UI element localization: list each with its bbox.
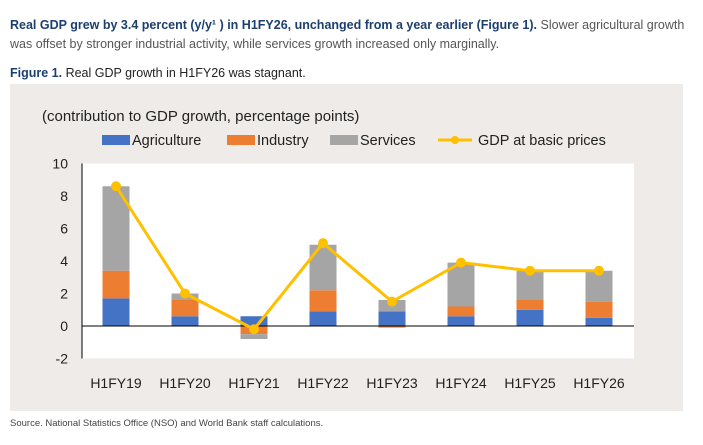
chart-panel: (contribution to GDP growth, percentage … (10, 84, 683, 411)
x-tick-label: H1FY25 (504, 375, 556, 391)
x-tick-label: H1FY26 (573, 375, 625, 391)
bar-industry-H1FY23 (378, 326, 406, 328)
x-tick-label: H1FY22 (297, 375, 349, 391)
lead-bold: Real GDP grew by 3.4 percent (y/y¹ ) in … (10, 18, 538, 32)
legend-label-2: Services (360, 133, 416, 149)
y-tick-label: -2 (56, 351, 69, 367)
bar-industry-H1FY22 (309, 290, 337, 312)
y-tick-label: 6 (60, 221, 68, 237)
x-tick-label: H1FY24 (435, 375, 487, 391)
legend-swatch-2 (330, 135, 358, 145)
lead-rest: Slower agricultural growth was offset by… (10, 18, 685, 51)
bar-industry-H1FY19 (102, 270, 130, 299)
bar-services-H1FY26 (585, 270, 613, 302)
gdp-point-H1FY20 (180, 288, 190, 299)
figure-label: Figure 1. (10, 66, 63, 80)
y-tick-label: 4 (60, 253, 68, 269)
bar-agriculture-H1FY25 (516, 309, 544, 326)
y-tick-label: 2 (60, 286, 68, 302)
gdp-point-H1FY21 (249, 324, 259, 335)
legend-swatch-0 (102, 135, 130, 145)
gdp-point-H1FY19 (111, 181, 121, 192)
legend-label-1: Industry (257, 133, 309, 149)
legend-swatch-1 (227, 135, 255, 145)
bar-services-H1FY24 (447, 262, 475, 307)
gdp-point-H1FY24 (456, 257, 466, 268)
bar-industry-H1FY25 (516, 300, 544, 310)
bar-services-H1FY21 (240, 334, 268, 339)
bar-agriculture-H1FY20 (171, 316, 199, 326)
gdp-line (114, 185, 599, 331)
chart: (contribution to GDP growth, percentage … (42, 108, 634, 391)
bar-agriculture-H1FY23 (378, 311, 406, 326)
gdp-point-H1FY22 (318, 238, 328, 249)
bar-industry-H1FY24 (447, 306, 475, 317)
bar-industry-H1FY26 (585, 301, 613, 318)
source-note: Source. National Statistics Office (NSO)… (10, 418, 324, 429)
bar-agriculture-H1FY19 (102, 298, 130, 326)
x-tick-label: H1FY21 (228, 375, 280, 391)
y-tick-label: 10 (52, 156, 68, 172)
x-tick-label: H1FY19 (90, 375, 142, 391)
gdp-point-H1FY23 (387, 296, 397, 307)
figure-title: Real GDP growth in H1FY26 was stagnant. (62, 66, 306, 80)
bar-industry-H1FY20 (171, 300, 199, 317)
bar-agriculture-H1FY22 (309, 311, 337, 326)
y-tick-label: 8 (60, 188, 68, 204)
bar-agriculture-H1FY21 (240, 316, 268, 326)
y-tick-label: 0 (60, 318, 68, 334)
bar-agriculture-H1FY24 (447, 316, 475, 326)
x-tick-label: H1FY20 (159, 375, 211, 391)
figure-caption: Figure 1. Real GDP growth in H1FY26 was … (10, 66, 306, 80)
gdp-point-H1FY26 (594, 265, 604, 276)
legend-label-0: Agriculture (132, 133, 201, 149)
chart-title: (contribution to GDP growth, percentage … (42, 108, 359, 125)
x-tick-label: H1FY23 (366, 375, 418, 391)
legend-label-3: GDP at basic prices (478, 133, 606, 149)
legend-marker-icon (451, 136, 459, 144)
bar-agriculture-H1FY26 (585, 317, 613, 326)
gdp-point-H1FY25 (525, 265, 535, 276)
lead-paragraph: Real GDP grew by 3.4 percent (y/y¹ ) in … (10, 16, 690, 54)
